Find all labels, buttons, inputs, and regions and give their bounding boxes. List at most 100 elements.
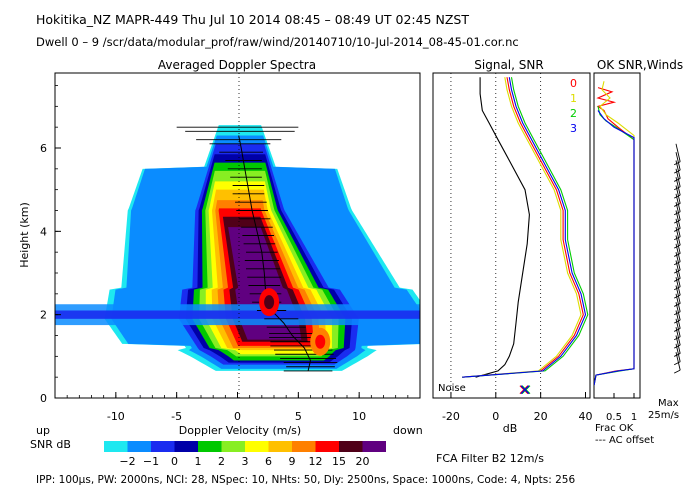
- header-title: Hokitika_NZ MAPR-449 Thu Jul 10 2014 08:…: [36, 12, 469, 27]
- wind-barb-flag: [673, 278, 681, 282]
- radar-parameters: IPP: 100μs, PW: 2000ns, NCI: 28, NSpec: …: [36, 474, 575, 486]
- wind-barb-flag: [673, 344, 681, 349]
- wind-barb-flag: [673, 286, 681, 291]
- wind-barb-flag: [673, 244, 681, 249]
- colorbar-tick-label: −2: [119, 455, 135, 468]
- colorbar-tick-label: 15: [332, 455, 346, 468]
- spectra-y-axis-label: Height (km): [18, 202, 31, 268]
- x-tick-label: -5: [171, 410, 182, 423]
- colorbar-swatch: [292, 441, 316, 452]
- wind-scale-speed-label: 25m/s: [648, 410, 679, 421]
- colorbar-swatch: [127, 441, 151, 452]
- wind-barb-flag: [673, 336, 681, 341]
- wind-barbs: [673, 143, 681, 374]
- x-tick-label: -10: [107, 410, 125, 423]
- wind-barb-flag: [673, 194, 681, 199]
- colorbar-tick-label: −1: [143, 455, 159, 468]
- wind-barb-flag: [673, 294, 681, 299]
- series-line-3: [462, 77, 587, 378]
- y-tick-label: 6: [40, 142, 47, 155]
- noise-marker: [520, 385, 530, 395]
- colorbar-swatch: [198, 441, 222, 452]
- series-line-1: [462, 77, 582, 378]
- noise-marker: [521, 385, 531, 395]
- colorbar-swatch: [151, 441, 175, 452]
- x-tick-label: -20: [442, 410, 460, 423]
- wind-barb-flag: [673, 228, 681, 232]
- snr-colorbar: SNR dB −2 −1 0 1 2 3 6 9 12 15 20: [30, 438, 386, 468]
- ac-offset-label: --- AC offset: [595, 435, 654, 446]
- snr-winds-panel: 0.5 1 Frac OK --- AC offset Max 25m/s: [593, 72, 681, 446]
- frac-ok-lines: [594, 81, 635, 386]
- spectral-width-bars: [176, 126, 338, 372]
- y-tick-label: 4: [40, 225, 47, 238]
- wind-barb-flag: [673, 361, 681, 366]
- noise-label: Noise: [438, 383, 466, 394]
- x-tick-label: 5: [295, 410, 302, 423]
- frac-ok-line-3: [594, 110, 635, 386]
- wind-barb-staff: [675, 152, 681, 171]
- colorbar-swatch: [104, 441, 128, 452]
- series-line-signal: [475, 77, 530, 378]
- colorbar-tick-label: 9: [289, 455, 296, 468]
- y-tick-label: 2: [40, 309, 47, 322]
- wind-barb-flag: [673, 253, 681, 257]
- colorbar-swatch: [174, 441, 198, 452]
- x-axis-up-label: up: [36, 424, 50, 437]
- colorbar-swatch: [339, 441, 363, 452]
- spectra-x-axis-label: Doppler Velocity (m/s): [179, 424, 301, 437]
- wind-scale-max-label: Max: [658, 398, 679, 409]
- peak-markers: [259, 288, 331, 356]
- signal-plot-frame: [432, 72, 591, 399]
- wind-barb-staff: [675, 143, 681, 162]
- legend-entry-1: 1: [570, 92, 577, 105]
- legend-entry-2: 2: [570, 107, 577, 120]
- wind-barb-flag: [673, 328, 681, 332]
- x-tick-label: 0.5: [606, 412, 622, 423]
- spectra-title: Averaged Doppler Spectra: [158, 58, 316, 72]
- colorbar-tick-label: 6: [265, 455, 272, 468]
- noise-floor-marker: [519, 385, 531, 395]
- colorbar-tick-label: 1: [195, 455, 202, 468]
- colorbar-label: SNR dB: [30, 438, 71, 451]
- series-line-0: [462, 77, 584, 378]
- wind-barb-flag: [673, 178, 681, 182]
- signal-snr-panel: Noise -20 0 20 40 dB 0 1 2 3: [432, 72, 593, 435]
- wind-barb-flag: [673, 186, 681, 191]
- wind-barb-flag: [673, 219, 681, 224]
- spectra-y-axis: 0 2 4 6: [40, 85, 61, 405]
- ground-clutter-core: [55, 310, 420, 319]
- colorbar-swatch: [268, 441, 292, 452]
- signal-x-axis: -20 0 20 40: [442, 392, 593, 423]
- wind-barb-flag: [673, 311, 681, 316]
- colorbar-tick-label: 3: [242, 455, 249, 468]
- mean-velocity-profile: [238, 135, 312, 372]
- x-tick-label: 40: [579, 410, 593, 423]
- x-tick-label: 10: [352, 410, 366, 423]
- wind-panel-title: OK SNR,Winds: [597, 58, 683, 72]
- x-tick-label: 0: [492, 410, 499, 423]
- noise-marker: [519, 385, 529, 395]
- fca-filter-label: FCA Filter B2 12m/s: [436, 452, 544, 465]
- wind-x-axis: 0.5 1: [606, 393, 637, 423]
- wind-barb-flag: [673, 269, 681, 274]
- wind-barb-flag: [673, 319, 681, 324]
- y-tick-label: 0: [40, 392, 47, 405]
- legend-entry-3: 3: [570, 122, 577, 135]
- doppler-spectra-panel: -10 -5 0 5 10 0 2 4 6 Height (km) Doppler Veloc…: [18, 72, 423, 437]
- wind-barb-flag: [673, 353, 681, 357]
- wind-barb-flag: [673, 211, 681, 216]
- frac-ok-label: Frac OK: [595, 423, 634, 434]
- colorbar-swatch: [362, 441, 386, 452]
- wind-barb-flag: [673, 261, 681, 266]
- x-axis-down-label: down: [393, 424, 423, 437]
- series-line-2: [462, 77, 589, 378]
- channel-legend: 0 1 2 3: [570, 77, 577, 135]
- wind-barb-flag: [673, 303, 681, 307]
- colorbar-tick-label: 20: [356, 455, 370, 468]
- colorbar-swatch: [221, 441, 245, 452]
- wind-barb-flag: [673, 369, 681, 374]
- signal-x-axis-label: dB: [503, 422, 518, 435]
- header-file-path: Dwell 0 – 9 /scr/data/modular_prof/raw/w…: [36, 35, 519, 49]
